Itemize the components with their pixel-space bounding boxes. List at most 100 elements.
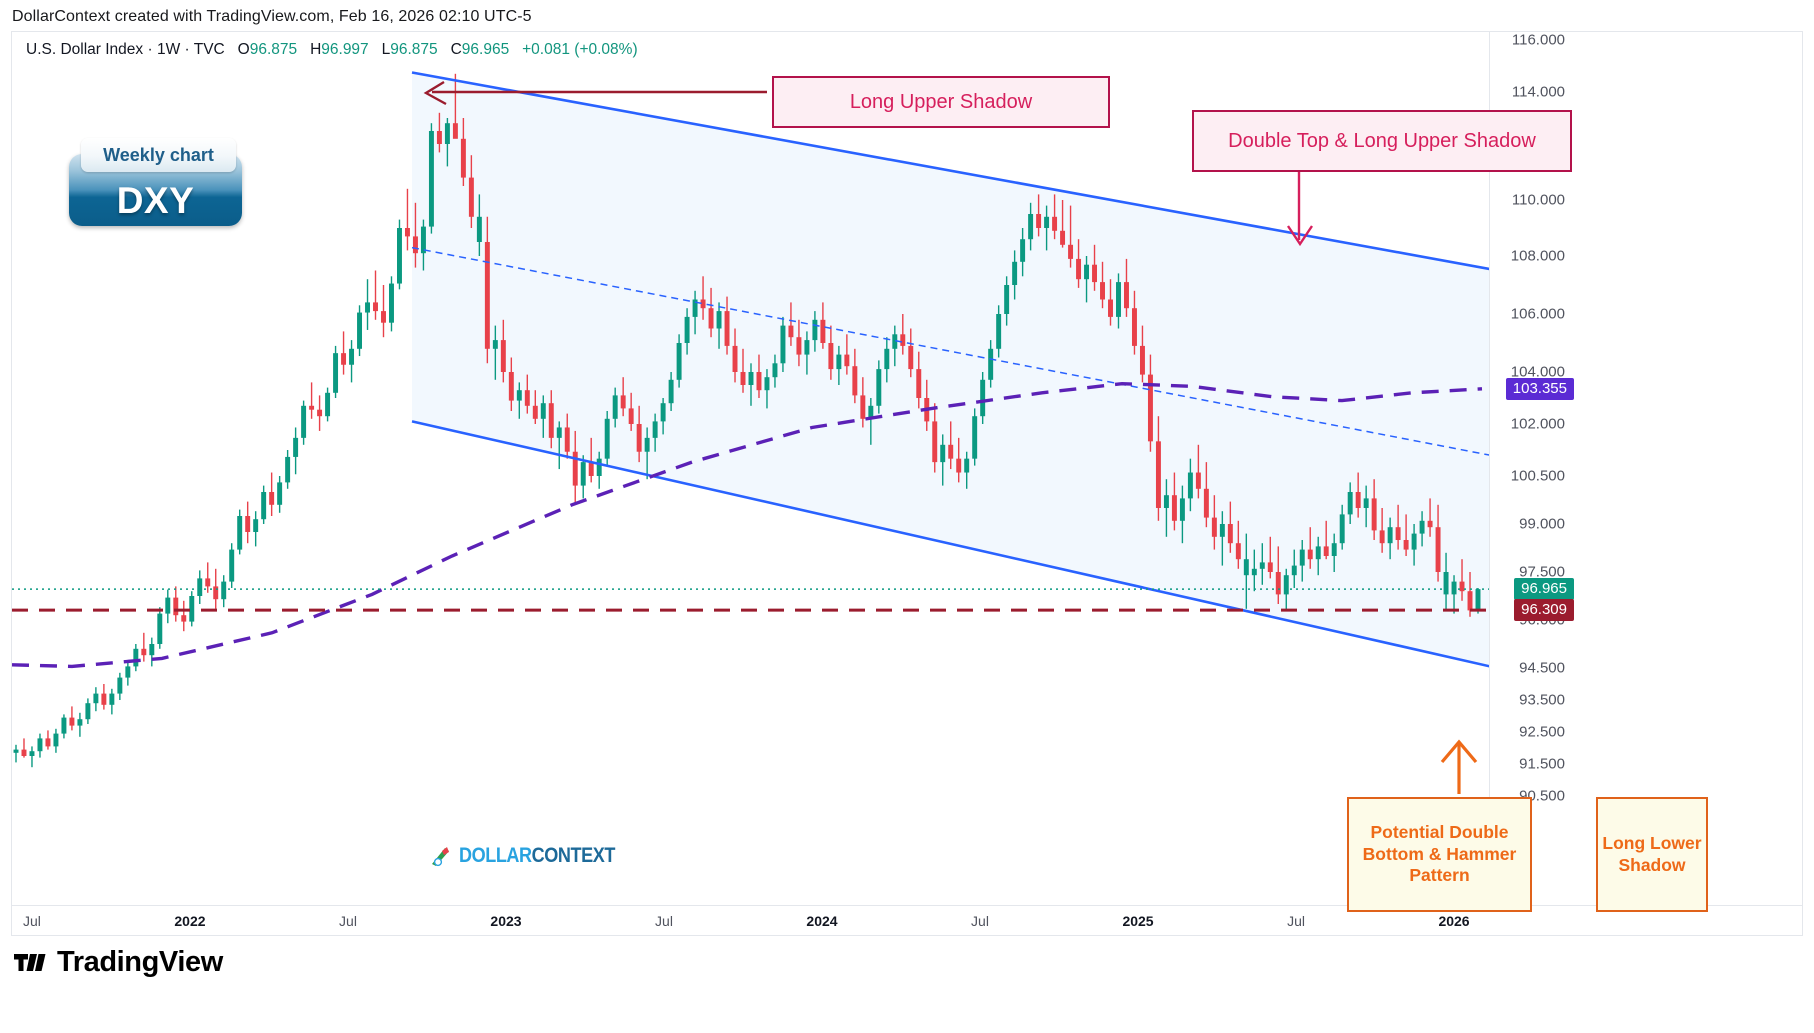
legend-interval[interactable]: 1W [156,41,181,58]
candle-body [940,444,946,463]
legend-separator-1: · [147,41,153,58]
candle-body [13,749,19,753]
ma-value-badge[interactable]: 103.355 [1505,377,1574,400]
candle-body [812,319,818,341]
candle-body [373,302,378,312]
candle-body [277,482,283,505]
candle-body [644,437,650,452]
candle-body [1371,498,1377,531]
candle-body [1036,214,1042,228]
candle-body [141,648,147,656]
candle-body [1419,520,1425,534]
candle-body [868,405,874,419]
attribution-text: DollarContext created with TradingView.c… [12,8,532,25]
legend-open-value: 96.875 [249,41,298,58]
moving-average-line[interactable] [12,381,1483,669]
candle-body [197,578,203,596]
candle-body [245,516,251,532]
candle-body [333,353,339,393]
candle-body [45,738,51,747]
price-tick: 93.500 [1519,691,1565,709]
legend-low-label: L [381,41,391,58]
last-price-badge[interactable]: 96.965 [1514,578,1574,601]
candle-body [293,437,299,457]
candle-body [612,395,618,419]
candle-body [932,421,938,463]
plot-area[interactable] [12,32,1490,906]
candle-body [1219,524,1225,537]
time-tick: 2026 [1438,913,1470,929]
price-tick: 100.500 [1510,467,1565,485]
candle-body [85,703,91,720]
candle-body [780,325,786,364]
legend-symbol[interactable]: U.S. Dollar Index [26,41,144,58]
annotation-text: Double Top & Long Upper Shadow [1228,129,1536,152]
candle-body [317,409,323,417]
candle-body [165,597,171,614]
candle-body [389,283,394,323]
candle-body [964,458,970,473]
candle-body [157,613,163,644]
candle-body [1028,214,1034,240]
channel-lower-trendline[interactable] [411,420,1490,668]
candle-body [524,390,530,406]
candle-body [636,424,642,452]
candle-body [1291,565,1297,576]
candle-body [29,751,35,756]
candlestick-plot[interactable] [12,32,1490,906]
badge-caption: Weekly chart [81,138,236,172]
time-tick: Jul [1287,913,1305,929]
candle-body [1299,549,1305,566]
candle-body [1124,282,1129,309]
candle-body [1403,540,1409,550]
candle-body [237,516,243,550]
candle-body [724,311,730,346]
candle-body [484,242,490,349]
candle-body [668,379,674,404]
legend-separator-2: · [184,41,190,58]
candle-body [1116,282,1121,317]
candle-body [61,717,67,734]
time-axis[interactable]: Jul 2022 Jul 2023 Jul 2024 Jul 2025 Jul 2026 [12,905,1802,935]
candle-body [349,348,355,365]
candle-body [173,597,179,616]
candle-body [1387,527,1393,544]
candle-body [1179,498,1185,521]
candle-body [988,348,994,380]
candles[interactable] [13,73,1481,768]
candle-body [540,403,546,419]
candle-body [1347,492,1353,515]
candle-body [325,392,331,417]
candle-body [1475,589,1481,611]
time-tick: Jul [339,913,357,929]
candle-body [1195,472,1201,489]
chart-container[interactable]: U.S. Dollar Index · 1W · TVC O96.875 H96… [11,31,1803,936]
candle-body [732,345,738,372]
channel-midline[interactable] [411,246,1490,456]
candle-body [1084,264,1090,280]
candle-body [381,311,386,323]
candle-body [572,451,578,486]
candle-body [452,123,458,139]
candle-body [1459,581,1465,592]
candle-body [1100,282,1105,300]
candle-body [652,421,658,438]
price-axis[interactable]: 116.000114.000112.000110.000108.000106.0… [1489,32,1802,906]
candle-body [852,366,858,396]
candle-body [1443,572,1449,595]
candle-body [876,369,882,406]
channel-upper-trendline[interactable] [411,71,1490,271]
chart-legend[interactable]: U.S. Dollar Index · 1W · TVC O96.875 H96… [26,41,638,59]
candle-body [972,416,978,459]
legend-exchange: TVC [193,41,225,58]
candle-body [628,408,634,424]
candle-body [1395,527,1401,540]
candle-body [836,354,842,370]
tradingview-logo-icon [14,953,46,971]
candle-body [229,549,235,582]
price-tick: 92.500 [1519,723,1565,741]
candle-body [500,340,506,372]
candle-body [1147,374,1153,442]
candle-body [580,462,586,486]
support-level-badge[interactable]: 96.309 [1514,599,1574,622]
